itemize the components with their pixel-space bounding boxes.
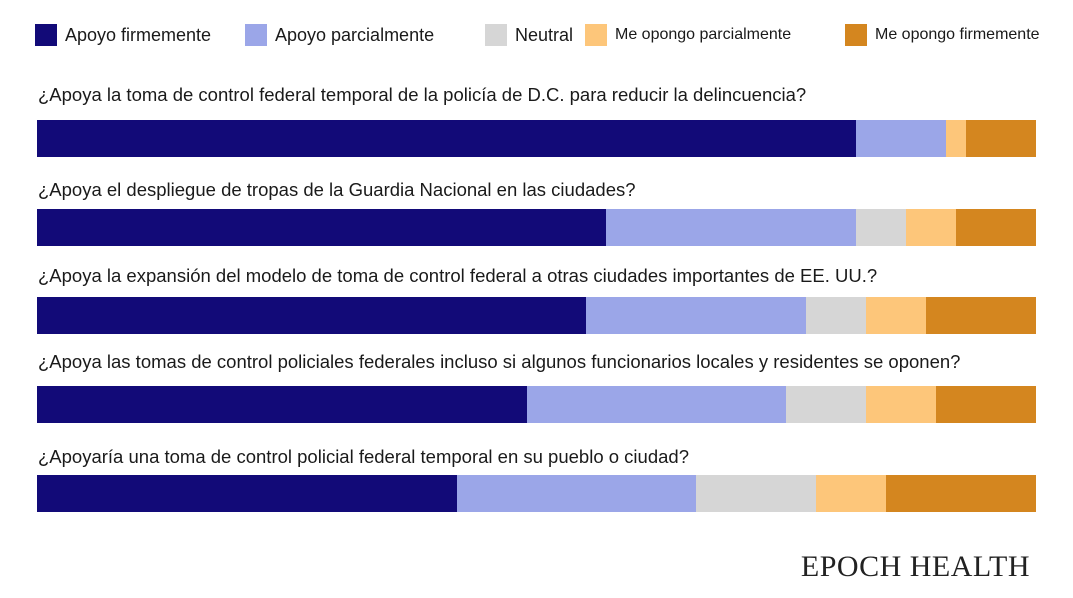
- bar-segment: [906, 209, 957, 246]
- legend-item: Me opongo parcialmente: [585, 24, 791, 46]
- legend-label: Me opongo parcialmente: [615, 26, 792, 43]
- legend-item: Me opongo firmemente: [845, 24, 1040, 46]
- bar-segment: [946, 120, 967, 157]
- legend-swatch: [845, 24, 867, 46]
- bar-row: [37, 120, 1036, 157]
- bar-row: [37, 386, 1036, 423]
- legend-swatch: [35, 24, 57, 46]
- bar-segment: [786, 386, 867, 423]
- legend-swatch: [245, 24, 267, 46]
- bar-segment: [816, 475, 887, 512]
- question-label: ¿Apoya la toma de control federal tempor…: [38, 84, 807, 105]
- bar-segment: [456, 475, 697, 512]
- bar-segment: [37, 209, 607, 246]
- bar-segment: [37, 475, 457, 512]
- legend-label: Apoyo parcialmente: [275, 24, 435, 45]
- bar-segment: [586, 297, 807, 334]
- question-label: ¿Apoya la expansión del modelo de toma d…: [38, 265, 878, 286]
- bar-segment: [37, 120, 857, 157]
- legend-label: Me opongo firmemente: [875, 26, 1040, 43]
- question-label: ¿Apoya el despliegue de tropas de la Gua…: [38, 179, 636, 200]
- bar-segment: [966, 120, 1036, 157]
- bar-segment: [866, 297, 927, 334]
- bar-segment: [956, 209, 1036, 246]
- bar-row: [37, 475, 1036, 512]
- legend-item: Apoyo parcialmente: [245, 24, 434, 46]
- legend-item: Neutral: [485, 24, 573, 46]
- bar-segment: [37, 386, 527, 423]
- bar-row: [37, 209, 1036, 246]
- bar-segment: [886, 475, 1036, 512]
- bar-segment: [926, 297, 1036, 334]
- bar-segment: [37, 297, 587, 334]
- legend-swatch: [485, 24, 507, 46]
- brand-logo: EPOCH HEALTH: [800, 550, 1030, 583]
- bar-segment: [866, 386, 937, 423]
- bar-segment: [856, 120, 947, 157]
- bar-segment: [856, 209, 907, 246]
- question-label: ¿Apoya las tomas de control policiales f…: [38, 351, 961, 372]
- legend-label: Neutral: [515, 24, 574, 45]
- legend: Apoyo firmemente Apoyo parcialmente Neutra…: [35, 24, 1070, 50]
- question-label: ¿Apoyaría una toma de control policial f…: [38, 446, 689, 467]
- bar-row: [37, 297, 1036, 334]
- bar-segment: [606, 209, 857, 246]
- bar-segment: [526, 386, 787, 423]
- legend-swatch: [585, 24, 607, 46]
- bar-segment: [936, 386, 1036, 423]
- bar-segment: [696, 475, 817, 512]
- bar-segment: [806, 297, 867, 334]
- legend-item: Apoyo firmemente: [35, 24, 211, 46]
- legend-label: Apoyo firmemente: [65, 24, 212, 45]
